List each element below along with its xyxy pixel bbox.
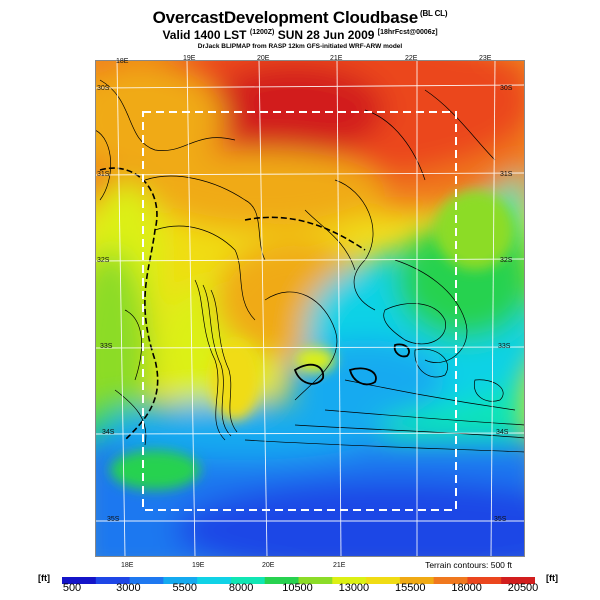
cloud-boundary xyxy=(99,167,366,441)
lon-label-top: 21E xyxy=(330,55,343,62)
inner-domain-box xyxy=(142,111,457,511)
lon-label-bottom: 21E xyxy=(333,562,346,569)
legend-swatch xyxy=(433,577,468,584)
legend-tick-label: 10500 xyxy=(282,582,313,594)
lat-label-left: 32S xyxy=(97,257,110,264)
lon-label-top: 18E xyxy=(116,58,129,65)
lat-label-right: 31S xyxy=(500,171,513,178)
terrain-contour-note: Terrain contours: 500 ft xyxy=(425,560,512,570)
legend-swatch xyxy=(163,577,198,584)
lat-label-left: 33S xyxy=(100,343,113,350)
legend-tick-label: 8000 xyxy=(228,582,254,594)
lat-label-left: 34S xyxy=(102,429,115,436)
subtitle-utc: (1200Z) xyxy=(249,29,275,36)
legend-tick-label: 18000 xyxy=(451,582,482,594)
legend-color-scale xyxy=(62,571,536,584)
lon-label-top: 23E xyxy=(479,55,492,62)
legend-swatch xyxy=(62,577,97,584)
legend-swatch xyxy=(399,577,435,584)
terrain-contours xyxy=(95,79,525,453)
lat-lon-grid xyxy=(95,60,525,557)
lat-label-left: 31S xyxy=(97,171,110,178)
legend-swatch xyxy=(467,577,502,584)
lon-label-bottom: 19E xyxy=(192,562,205,569)
legend-swatch xyxy=(501,577,536,584)
legend-unit-left: [ft] xyxy=(38,573,50,583)
map-title: OvercastDevelopment Cloudbase (BL CL) xyxy=(152,8,448,27)
lat-label-right: 32S xyxy=(500,257,513,264)
lon-label-bottom: 18E xyxy=(121,562,134,569)
lat-label-right: 34S xyxy=(496,429,509,436)
lat-label-left: 30S xyxy=(97,85,110,92)
legend-tick-label: 15500 xyxy=(394,582,426,594)
legend-swatch xyxy=(264,577,299,584)
lat-label-left: 35S xyxy=(107,516,120,523)
color-field xyxy=(95,60,525,557)
legend-swatch xyxy=(332,577,367,584)
legend-unit-right: [ft] xyxy=(546,573,558,583)
cloudbase-map xyxy=(95,60,525,557)
legend-swatch xyxy=(366,577,401,584)
legend-swatch xyxy=(230,577,266,584)
legend-swatch xyxy=(95,577,131,584)
legend-tick-label: 500 xyxy=(62,582,82,594)
legend-swatch xyxy=(197,577,232,584)
lon-label-top: 20E xyxy=(257,55,270,62)
lon-label-top: 22E xyxy=(405,55,418,62)
map-subtitle: Valid 1400 LST (1200Z) SUN 28 Jun 2009 [… xyxy=(162,28,438,42)
legend-swatch xyxy=(129,577,164,584)
subtitle-forecast: [18hrFcst@0006z] xyxy=(377,29,438,36)
cloud-boundary-solid xyxy=(293,343,410,386)
legend-tick-label: 5500 xyxy=(172,582,197,594)
legend-tick-label: 20500 xyxy=(507,582,539,594)
map-border xyxy=(95,60,525,557)
model-credit: DrJack BLIPMAP from RASP 12km GFS-initia… xyxy=(197,43,403,50)
lat-label-right: 30S xyxy=(500,85,513,92)
legend-tick-label: 3000 xyxy=(116,582,141,594)
lon-label-bottom: 20E xyxy=(262,562,275,569)
legend-swatch xyxy=(298,577,333,584)
lat-label-right: 33S xyxy=(498,343,511,350)
title-tag: (BL CL) xyxy=(420,9,448,19)
legend-tick-label: 13000 xyxy=(338,582,370,594)
lon-label-top: 19E xyxy=(183,55,196,62)
lat-label-right: 35S xyxy=(494,516,507,523)
